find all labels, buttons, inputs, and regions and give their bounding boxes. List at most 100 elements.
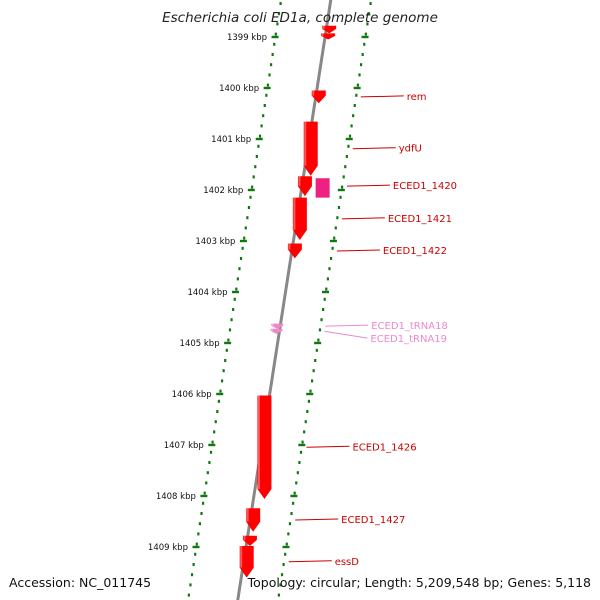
ruler-dot-left	[260, 124, 263, 128]
ruler-dot-right	[291, 501, 295, 505]
ruler-dot-right	[369, 2, 372, 5]
ruler-dot-right	[301, 440, 304, 444]
ruler-dot-right	[326, 277, 329, 281]
gene-arrow	[287, 243, 302, 259]
ruler-dot-left	[252, 175, 255, 179]
ruler-dot-left	[197, 532, 200, 536]
label-leader	[295, 518, 339, 521]
ruler-dot-right	[336, 216, 339, 220]
gene-labels: rem ydfU ECED1_1420 ECED1_1421 ECED1_1422 ECE…	[335, 92, 457, 568]
ruler-dot-right	[310, 379, 314, 383]
ruler-dot-right	[331, 246, 334, 250]
ruler-dot-left	[233, 297, 236, 301]
genome-title: Escherichia coli ED1a, complete genome	[162, 10, 438, 26]
ruler-dot-left	[238, 267, 241, 271]
ruler-dot-left	[277, 12, 281, 16]
ruler-dot-left	[198, 522, 202, 526]
gene-label: rem	[407, 92, 427, 103]
gene-arrow	[297, 176, 312, 197]
label-leader	[352, 147, 396, 150]
gene-arrow	[270, 328, 283, 334]
ruler-dot-right	[282, 563, 285, 566]
ruler-dot-right	[277, 593, 280, 597]
ruler-dot-left	[217, 399, 221, 403]
ruler-tick-label: 1409 kbp	[148, 543, 188, 553]
ruler-dot-right	[280, 573, 284, 577]
ruler-tick-label: 1407 kbp	[164, 441, 204, 451]
ruler-tick-label: 1406 kbp	[172, 390, 212, 400]
ruler-dot-left	[224, 359, 227, 362]
ruler-dot-left	[213, 430, 216, 434]
ruler-dot-left	[241, 246, 244, 250]
ruler-dot-right	[352, 114, 355, 118]
gene-arrow	[303, 121, 318, 176]
ruler-dot-right	[295, 481, 298, 485]
ruler-dot-left	[265, 93, 268, 97]
label-leader	[306, 445, 350, 448]
ruler-dot-right	[364, 32, 367, 36]
accession-text: Accession: NC_011745	[9, 575, 151, 590]
ruler-dot-left	[266, 83, 270, 87]
ruler-dot-right	[285, 542, 288, 546]
ruler-dot-right	[344, 165, 347, 169]
topology-text: Topology: circular; Length: 5,209,548 bp…	[247, 575, 591, 590]
gene-label: ECED1_1427	[341, 515, 405, 526]
gene-arrow	[246, 508, 261, 532]
ruler-dot-right	[279, 583, 282, 587]
ruler-dot-right	[309, 389, 312, 393]
ruler-dot-right	[347, 144, 350, 148]
label-leader	[346, 184, 390, 187]
ruler-dot-left	[195, 542, 198, 546]
ruler-dot-right	[328, 267, 331, 271]
gene-arrow	[257, 395, 272, 500]
ruler-dot-right	[348, 134, 352, 138]
ruler-dot-left	[279, 2, 282, 5]
gene-arrow	[311, 90, 326, 104]
ruler-dot-left	[249, 195, 252, 199]
ruler-dot-right	[315, 348, 318, 352]
ruler-dot-left	[232, 308, 235, 311]
ruler-dot-right	[367, 12, 371, 16]
ruler-tick-label: 1399 kbp	[227, 33, 267, 43]
ruler-dot-right	[363, 42, 366, 46]
ruler-dot-left	[187, 593, 190, 597]
gene-label: ECED1_1422	[383, 246, 447, 257]
ruler-tick-label: 1402 kbp	[203, 186, 243, 196]
gene-label: ECED1_1420	[393, 181, 457, 192]
gene-label-leaders	[288, 95, 404, 563]
ruler-dot-right	[293, 491, 296, 495]
ruler-dot-left	[200, 512, 203, 515]
ruler-dot-left	[258, 134, 262, 138]
ruler-dot-right	[341, 185, 344, 189]
left-ruler-ticks	[187, 2, 282, 597]
ruler-dot-right	[333, 236, 336, 240]
ruler-dot-left	[271, 53, 274, 56]
ruler-dot-right	[304, 420, 307, 424]
gene-arrow	[322, 25, 337, 34]
ruler-dot-left	[236, 277, 239, 281]
ruler-dot-left	[211, 440, 214, 444]
gene-arrow	[242, 535, 257, 546]
ruler-dot-left	[205, 481, 208, 485]
ruler-tick-label: 1403 kbp	[195, 237, 235, 247]
ruler-dot-right	[329, 257, 333, 260]
gene-arrow	[239, 545, 254, 578]
ruler-dot-left	[194, 552, 197, 556]
ruler-dot-right	[325, 287, 328, 291]
ruler-dot-right	[345, 155, 348, 158]
gene-label: ECED1_tRNA19	[370, 334, 447, 345]
ruler-dot-left	[247, 206, 251, 209]
ruler-dot-left	[263, 104, 266, 107]
ruler-dot-right	[284, 552, 287, 556]
ruler-dot-right	[337, 206, 341, 209]
ruler-dot-right	[322, 308, 325, 311]
ruler-dot-left	[268, 73, 271, 77]
gene-arrow	[321, 33, 336, 40]
ruler-dot-right	[307, 399, 311, 403]
ruler-dot-left	[216, 410, 219, 413]
ruler-dot-left	[269, 63, 273, 67]
label-leader	[324, 330, 368, 339]
ruler-dot-right	[361, 53, 364, 56]
